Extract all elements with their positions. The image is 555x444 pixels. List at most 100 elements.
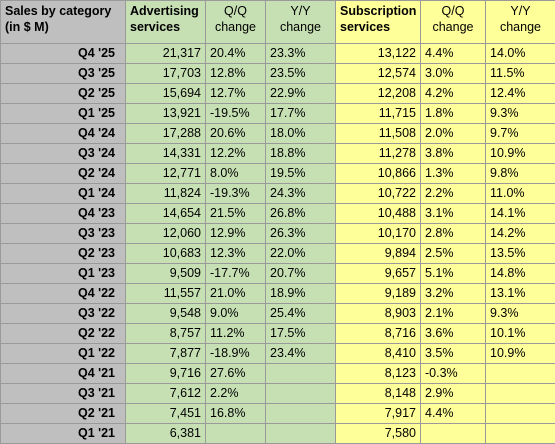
cell-sub-yy-change[interactable]: 11.0%: [486, 184, 555, 204]
cell-sub-qq-change[interactable]: 3.1%: [421, 204, 486, 224]
header-ad-yy-change[interactable]: Y/Y change: [266, 1, 336, 44]
cell-advertising-sales[interactable]: 7,877: [126, 344, 206, 364]
cell-ad-qq-change[interactable]: 12.7%: [206, 84, 266, 104]
cell-sub-qq-change[interactable]: 2.5%: [421, 244, 486, 264]
cell-sub-qq-change[interactable]: 2.2%: [421, 184, 486, 204]
cell-sub-qq-change[interactable]: 2.9%: [421, 384, 486, 404]
cell-ad-yy-change[interactable]: 18.8%: [266, 144, 336, 164]
header-subscription-services[interactable]: Subscription services: [336, 1, 421, 44]
cell-ad-yy-change[interactable]: 19.5%: [266, 164, 336, 184]
cell-subscription-sales[interactable]: 7,580: [336, 424, 421, 444]
cell-advertising-sales[interactable]: 14,654: [126, 204, 206, 224]
cell-ad-yy-change[interactable]: 23.4%: [266, 344, 336, 364]
cell-ad-yy-change[interactable]: [266, 404, 336, 424]
cell-sub-qq-change[interactable]: 2.1%: [421, 304, 486, 324]
cell-sub-yy-change[interactable]: 10.9%: [486, 344, 555, 364]
cell-quarter[interactable]: Q4 '21: [1, 364, 126, 384]
cell-advertising-sales[interactable]: 21,317: [126, 44, 206, 64]
cell-ad-yy-change[interactable]: 22.9%: [266, 84, 336, 104]
cell-advertising-sales[interactable]: 9,509: [126, 264, 206, 284]
cell-ad-qq-change[interactable]: -19.3%: [206, 184, 266, 204]
cell-ad-yy-change[interactable]: 22.0%: [266, 244, 336, 264]
cell-sub-yy-change[interactable]: 14.0%: [486, 44, 555, 64]
cell-ad-yy-change[interactable]: 18.0%: [266, 124, 336, 144]
cell-quarter[interactable]: Q1 '23: [1, 264, 126, 284]
cell-ad-qq-change[interactable]: 8.0%: [206, 164, 266, 184]
cell-sub-qq-change[interactable]: -0.3%: [421, 364, 486, 384]
cell-sub-yy-change[interactable]: [486, 384, 555, 404]
cell-ad-qq-change[interactable]: 20.6%: [206, 124, 266, 144]
cell-sub-yy-change[interactable]: 9.8%: [486, 164, 555, 184]
header-sales-by-category[interactable]: Sales by category (in $ M): [1, 1, 126, 44]
cell-subscription-sales[interactable]: 11,715: [336, 104, 421, 124]
cell-sub-yy-change[interactable]: [486, 404, 555, 424]
cell-quarter[interactable]: Q3 '22: [1, 304, 126, 324]
cell-sub-yy-change[interactable]: 9.3%: [486, 104, 555, 124]
cell-sub-qq-change[interactable]: [421, 424, 486, 444]
header-sub-yy-change[interactable]: Y/Y change: [486, 1, 555, 44]
header-advertising-services[interactable]: Advertising services: [126, 1, 206, 44]
cell-ad-qq-change[interactable]: 12.9%: [206, 224, 266, 244]
cell-ad-qq-change[interactable]: 11.2%: [206, 324, 266, 344]
cell-ad-qq-change[interactable]: -19.5%: [206, 104, 266, 124]
cell-sub-yy-change[interactable]: 13.1%: [486, 284, 555, 304]
cell-advertising-sales[interactable]: 10,683: [126, 244, 206, 264]
cell-sub-qq-change[interactable]: 5.1%: [421, 264, 486, 284]
cell-quarter[interactable]: Q3 '21: [1, 384, 126, 404]
cell-ad-qq-change[interactable]: 20.4%: [206, 44, 266, 64]
cell-subscription-sales[interactable]: 8,903: [336, 304, 421, 324]
cell-sub-qq-change[interactable]: 4.4%: [421, 404, 486, 424]
header-sub-qq-change[interactable]: Q/Q change: [421, 1, 486, 44]
header-ad-qq-change[interactable]: Q/Q change: [206, 1, 266, 44]
cell-sub-qq-change[interactable]: 2.0%: [421, 124, 486, 144]
cell-quarter[interactable]: Q1 '24: [1, 184, 126, 204]
cell-quarter[interactable]: Q1 '25: [1, 104, 126, 124]
cell-advertising-sales[interactable]: 14,331: [126, 144, 206, 164]
cell-subscription-sales[interactable]: 10,866: [336, 164, 421, 184]
cell-sub-qq-change[interactable]: 3.5%: [421, 344, 486, 364]
cell-advertising-sales[interactable]: 17,703: [126, 64, 206, 84]
cell-ad-yy-change[interactable]: 25.4%: [266, 304, 336, 324]
cell-sub-yy-change[interactable]: 9.7%: [486, 124, 555, 144]
cell-quarter[interactable]: Q3 '23: [1, 224, 126, 244]
cell-ad-yy-change[interactable]: [266, 364, 336, 384]
cell-sub-yy-change[interactable]: 9.3%: [486, 304, 555, 324]
cell-subscription-sales[interactable]: 10,722: [336, 184, 421, 204]
cell-ad-qq-change[interactable]: 9.0%: [206, 304, 266, 324]
cell-quarter[interactable]: Q2 '23: [1, 244, 126, 264]
cell-sub-qq-change[interactable]: 4.4%: [421, 44, 486, 64]
cell-subscription-sales[interactable]: 8,410: [336, 344, 421, 364]
cell-sub-yy-change[interactable]: 14.1%: [486, 204, 555, 224]
cell-quarter[interactable]: Q2 '22: [1, 324, 126, 344]
cell-ad-yy-change[interactable]: 26.3%: [266, 224, 336, 244]
cell-sub-yy-change[interactable]: [486, 424, 555, 444]
cell-ad-qq-change[interactable]: 21.0%: [206, 284, 266, 304]
cell-quarter[interactable]: Q2 '21: [1, 404, 126, 424]
cell-sub-qq-change[interactable]: 3.2%: [421, 284, 486, 304]
cell-advertising-sales[interactable]: 11,824: [126, 184, 206, 204]
cell-quarter[interactable]: Q4 '24: [1, 124, 126, 144]
cell-sub-qq-change[interactable]: 3.6%: [421, 324, 486, 344]
cell-sub-yy-change[interactable]: 14.2%: [486, 224, 555, 244]
cell-subscription-sales[interactable]: 11,278: [336, 144, 421, 164]
cell-advertising-sales[interactable]: 17,288: [126, 124, 206, 144]
cell-advertising-sales[interactable]: 8,757: [126, 324, 206, 344]
cell-advertising-sales[interactable]: 7,612: [126, 384, 206, 404]
cell-quarter[interactable]: Q4 '25: [1, 44, 126, 64]
cell-subscription-sales[interactable]: 9,894: [336, 244, 421, 264]
cell-quarter[interactable]: Q2 '25: [1, 84, 126, 104]
cell-ad-yy-change[interactable]: 18.9%: [266, 284, 336, 304]
cell-subscription-sales[interactable]: 12,208: [336, 84, 421, 104]
cell-sub-qq-change[interactable]: 3.0%: [421, 64, 486, 84]
cell-ad-qq-change[interactable]: 27.6%: [206, 364, 266, 384]
cell-ad-qq-change[interactable]: 21.5%: [206, 204, 266, 224]
cell-subscription-sales[interactable]: 7,917: [336, 404, 421, 424]
cell-sub-qq-change[interactable]: 1.3%: [421, 164, 486, 184]
cell-ad-qq-change[interactable]: -17.7%: [206, 264, 266, 284]
cell-sub-qq-change[interactable]: 4.2%: [421, 84, 486, 104]
cell-ad-qq-change[interactable]: [206, 424, 266, 444]
cell-ad-yy-change[interactable]: 23.3%: [266, 44, 336, 64]
cell-advertising-sales[interactable]: 7,451: [126, 404, 206, 424]
cell-ad-yy-change[interactable]: 20.7%: [266, 264, 336, 284]
cell-ad-qq-change[interactable]: 2.2%: [206, 384, 266, 404]
